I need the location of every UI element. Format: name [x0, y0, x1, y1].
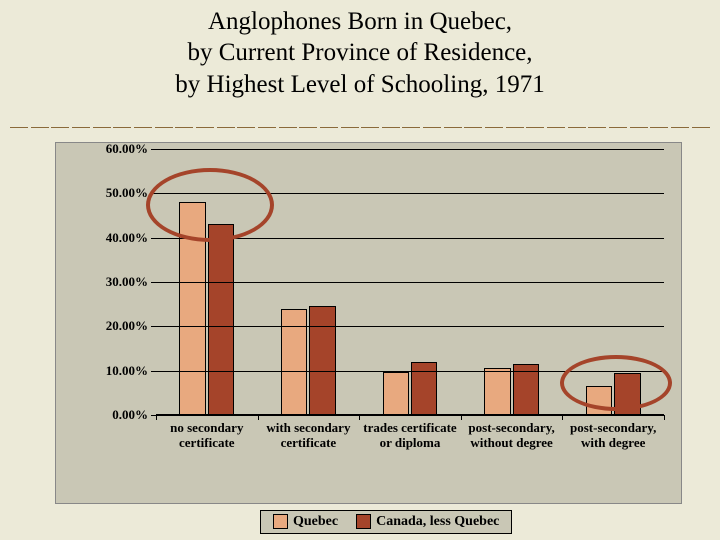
bar-quebec — [383, 372, 409, 415]
gridline — [156, 149, 664, 150]
gridline — [156, 415, 664, 416]
bar-quebec — [586, 386, 612, 415]
bar-canada-less-quebec — [309, 306, 335, 415]
bar-quebec — [179, 202, 205, 415]
y-axis-label: 60.00% — [106, 141, 148, 157]
legend: Quebec Canada, less Quebec — [260, 510, 512, 534]
y-axis-label: 40.00% — [106, 230, 148, 246]
legend-item: Canada, less Quebec — [356, 514, 499, 530]
gridline — [156, 371, 664, 372]
plot-area: no secondary certificatewith secondary c… — [156, 149, 664, 415]
category-label: trades certificate or diploma — [359, 415, 461, 451]
gridline — [156, 193, 664, 194]
legend-item: Quebec — [273, 514, 338, 530]
y-axis-label: 10.00% — [106, 363, 148, 379]
bar-quebec — [281, 309, 307, 415]
title-line-2: by Current Province of Residence, — [0, 37, 720, 68]
category-label: post-secondary, with degree — [562, 415, 664, 451]
dotted-divider — [0, 127, 720, 128]
y-axis-label: 30.00% — [106, 274, 148, 290]
y-axis-label: 20.00% — [106, 318, 148, 334]
gridline — [156, 282, 664, 283]
bar-quebec — [484, 368, 510, 415]
legend-label: Canada, less Quebec — [376, 514, 499, 529]
chart-container: no secondary certificatewith secondary c… — [55, 142, 682, 504]
bar-canada-less-quebec — [208, 224, 234, 415]
bar-canada-less-quebec — [513, 364, 539, 415]
category-label: post-secondary, without degree — [461, 415, 563, 451]
title-line-1: Anglophones Born in Quebec, — [0, 6, 720, 37]
title-line-3: by Highest Level of Schooling, 1971 — [0, 69, 720, 100]
gridline — [156, 238, 664, 239]
gridline — [156, 326, 664, 327]
y-axis-label: 0.00% — [112, 407, 148, 423]
legend-swatch — [356, 514, 371, 529]
legend-label: Quebec — [293, 514, 338, 529]
category-label: no secondary certificate — [156, 415, 258, 451]
y-axis-label: 50.00% — [106, 185, 148, 201]
bar-canada-less-quebec — [614, 373, 640, 415]
chart-title: Anglophones Born in Quebec, by Current P… — [0, 0, 720, 100]
category-label: with secondary certificate — [258, 415, 360, 451]
legend-swatch — [273, 514, 288, 529]
